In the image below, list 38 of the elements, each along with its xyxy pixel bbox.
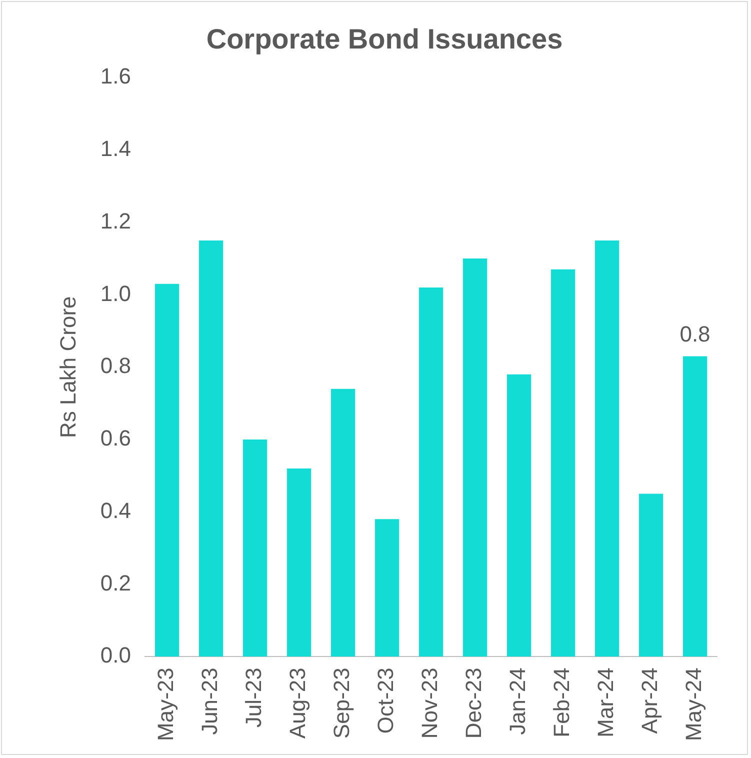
- bar: [198, 240, 224, 657]
- x-tick-label: Apr-24: [637, 668, 662, 734]
- bar: [286, 468, 312, 657]
- y-tick-label: 0.4: [100, 498, 131, 523]
- bar: [154, 284, 180, 657]
- x-tick-label: Dec-23: [461, 668, 486, 739]
- x-tick-label: Oct-23: [373, 668, 398, 734]
- chart-title: Corporate Bond Issuances: [206, 24, 563, 55]
- y-tick-label: 1.0: [100, 280, 131, 306]
- bar: [418, 288, 444, 657]
- bar: [462, 258, 488, 657]
- bar: [330, 388, 356, 657]
- x-tick-label: Jan-24: [505, 668, 530, 735]
- y-tick-label: 1.2: [100, 208, 131, 234]
- bar: [374, 519, 400, 657]
- x-tick-label: Mar-24: [593, 668, 618, 738]
- x-tick-label: May-23: [153, 668, 178, 741]
- x-tick-label: May-24: [681, 668, 706, 741]
- x-tick-label: Nov-23: [417, 668, 442, 739]
- y-tick-label: 1.4: [100, 136, 131, 162]
- x-tick-label: Sep-23: [329, 668, 354, 739]
- y-tick-label: 0.8: [100, 353, 131, 378]
- bar: [682, 356, 708, 657]
- bar: [506, 374, 532, 657]
- data-label: 0.8: [680, 321, 710, 346]
- y-tick-label: 0.2: [100, 570, 131, 596]
- y-axis-title: Rs Lakh Crore: [55, 296, 80, 438]
- bar: [638, 494, 664, 657]
- bar: [594, 240, 620, 657]
- x-tick-label: Aug-23: [285, 668, 310, 739]
- x-tick-label: Feb-24: [549, 668, 574, 738]
- y-tick-label: 1.6: [100, 64, 131, 89]
- bar: [550, 269, 576, 657]
- bar: [242, 440, 268, 657]
- y-tick-label: 0.6: [100, 426, 131, 451]
- x-tick-label: Jun-23: [197, 668, 222, 735]
- y-tick-label: 0.0: [100, 642, 131, 668]
- x-tick-label: Jul-23: [241, 668, 266, 728]
